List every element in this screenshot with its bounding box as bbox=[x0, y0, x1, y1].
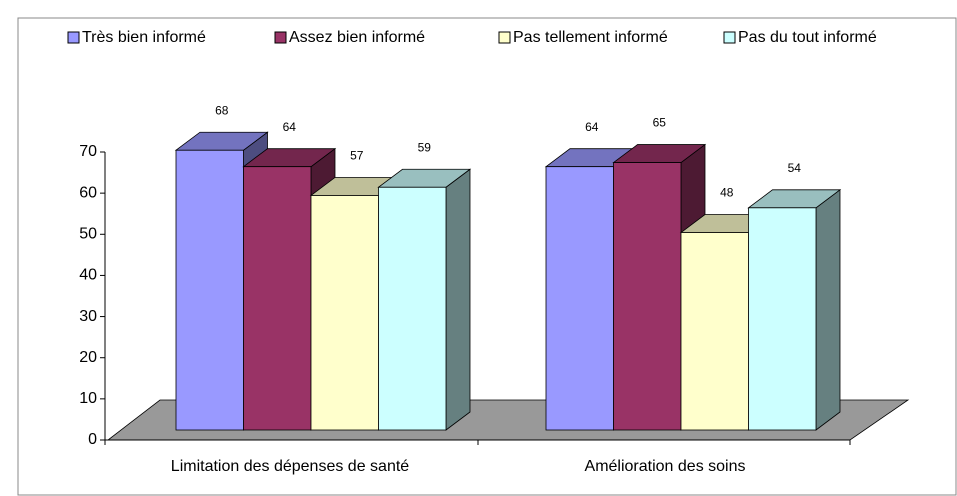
x-tick-label: Limitation des dépenses de santé bbox=[171, 458, 409, 475]
bar bbox=[243, 166, 312, 431]
value-label: 48 bbox=[720, 186, 734, 200]
legend-swatch bbox=[723, 31, 736, 44]
value-label: 64 bbox=[283, 120, 297, 134]
value-label: 64 bbox=[585, 120, 599, 134]
legend-label: Très bien informé bbox=[82, 29, 206, 46]
value-label: 65 bbox=[653, 116, 667, 130]
y-tick-label: 70 bbox=[79, 143, 97, 160]
bar-side bbox=[815, 189, 841, 431]
y-tick-label: 40 bbox=[79, 267, 97, 284]
legend-label: Assez bien informé bbox=[289, 29, 425, 46]
bar bbox=[613, 162, 682, 431]
y-tick-label: 20 bbox=[79, 349, 97, 366]
y-tick-label: 50 bbox=[79, 226, 97, 243]
legend-swatch bbox=[67, 31, 80, 44]
legend-swatch bbox=[498, 31, 511, 44]
x-tick-label: Amélioration des soins bbox=[585, 458, 746, 475]
bar-side bbox=[445, 168, 471, 431]
bar bbox=[545, 166, 614, 431]
bar bbox=[748, 207, 817, 431]
bar bbox=[175, 149, 244, 431]
legend-label: Pas tellement informé bbox=[513, 29, 668, 46]
bar bbox=[680, 232, 749, 431]
y-tick-label: 30 bbox=[79, 308, 97, 325]
value-label: 54 bbox=[788, 161, 802, 175]
bar bbox=[378, 186, 447, 431]
value-label: 59 bbox=[418, 140, 432, 154]
bar bbox=[310, 195, 379, 431]
legend-label: Pas du tout informé bbox=[738, 29, 877, 46]
y-tick-label: 10 bbox=[79, 390, 97, 407]
y-tick-label: 0 bbox=[88, 431, 97, 448]
y-tick-label: 60 bbox=[79, 184, 97, 201]
legend-swatch bbox=[274, 31, 287, 44]
value-label: 57 bbox=[350, 149, 364, 163]
value-label: 68 bbox=[215, 103, 229, 117]
